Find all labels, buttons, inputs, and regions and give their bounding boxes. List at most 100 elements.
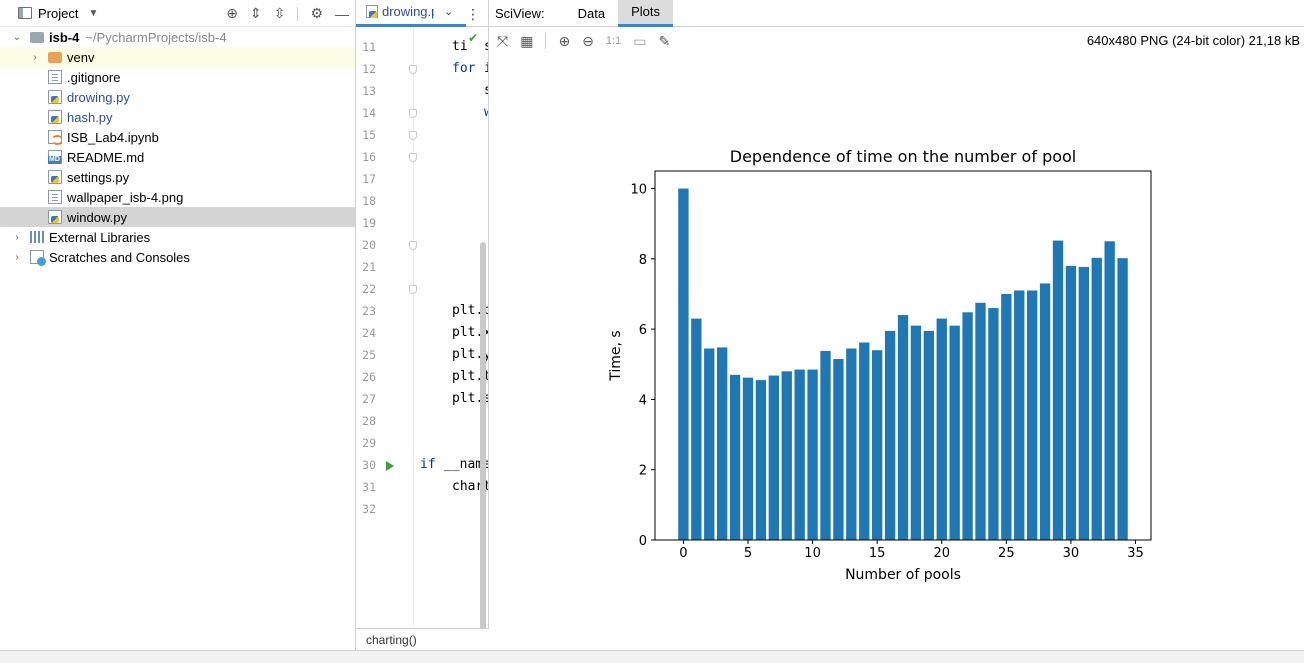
line-number: 19 [362, 216, 376, 230]
chart-bar [1001, 294, 1012, 540]
gear-icon[interactable]: ⚙ [310, 5, 323, 21]
locate-target-icon[interactable]: ⊕ [226, 5, 238, 21]
code-line-23: plt.b [452, 303, 488, 318]
fit-zoom-icon[interactable]: ▭ [633, 32, 647, 49]
actual-size-button[interactable]: 1:1 [605, 35, 622, 47]
fit-screen-icon[interactable]: ⤧ [497, 32, 509, 49]
tab-data[interactable]: Data [577, 5, 606, 21]
sciview-tab-bar: SciView: Data Plots [489, 0, 1304, 27]
code-area[interactable]: ti ✔ s for i s w plt.b plt.x plt.y plt.t… [415, 27, 488, 628]
tree-item-settings-py[interactable]: settings.py [0, 167, 355, 187]
python-file-icon [366, 5, 378, 18]
chevron-right-icon[interactable]: › [33, 51, 37, 63]
x-tick-label: 10 [804, 546, 821, 561]
chart-bar [1117, 258, 1128, 540]
tree-item-label: settings.py [67, 169, 130, 185]
x-tick-label: 30 [1063, 546, 1080, 561]
tree-item-readme-md[interactable]: README.md [0, 147, 355, 167]
tree-item-scratches[interactable]: › Scratches and Consoles [0, 247, 355, 267]
chart-bar [1104, 241, 1115, 541]
editor-scrollbar[interactable] [480, 242, 486, 628]
chart-bar [962, 312, 973, 540]
project-toolbar: ⊕ ⇕ ⇳ ⚙ — [226, 0, 349, 27]
chart-bar [833, 359, 844, 540]
chart-bar [781, 371, 792, 540]
chart-bar [1027, 290, 1038, 540]
chart-bar [807, 369, 818, 540]
chart-bar [859, 342, 870, 540]
python-file-icon [48, 110, 62, 124]
chevron-right-icon[interactable]: › [15, 251, 19, 263]
line-number: 13 [362, 84, 376, 98]
chevron-right-icon[interactable]: › [15, 231, 19, 243]
line-number: 23 [362, 304, 376, 318]
fold-marker-icon[interactable] [409, 241, 417, 250]
grid-icon[interactable]: ▦ [520, 32, 534, 49]
chevron-down-icon[interactable]: ⌄ [444, 6, 454, 18]
tree-item-label: README.md [67, 149, 145, 165]
code-line-30-keyword: if [420, 457, 436, 472]
line-number: 24 [362, 326, 376, 340]
tree-item-isb-lab4-ipynb[interactable]: ISB_Lab4.ipynb [0, 127, 355, 147]
tree-item-drowing-py[interactable]: drowing.py [0, 87, 355, 107]
breadcrumb[interactable]: charting() [356, 628, 489, 650]
python-file-icon [48, 170, 62, 184]
fold-marker-icon[interactable] [409, 65, 417, 74]
tree-item-label: .gitignore [67, 69, 121, 85]
tab-plots[interactable]: Plots [618, 0, 673, 27]
chevron-down-icon[interactable]: ▼ [88, 7, 99, 19]
y-axis-label: Time, s [608, 330, 624, 381]
code-line-26: plt.t [452, 369, 488, 384]
line-number: 12 [362, 62, 376, 76]
minimize-icon[interactable]: — [335, 5, 349, 22]
run-icon[interactable] [386, 461, 394, 471]
chart-bar [846, 348, 857, 540]
tree-item-label: Scratches and Consoles [49, 249, 190, 265]
code-line-14: w [484, 105, 488, 120]
zoom-out-icon[interactable]: ⊖ [582, 32, 594, 49]
fold-marker-icon[interactable] [409, 109, 417, 118]
zoom-in-icon[interactable]: ⊕ [558, 32, 571, 49]
editor-gutter: 11 12 13 14 15 16 17 18 19 20 21 22 23 24 25 26 27 28 29 30… [356, 27, 417, 628]
project-panel-header[interactable]: Project ▼ ⊕ ⇕ ⇳ ⚙ — [0, 0, 355, 27]
editor-tab-drowing[interactable]: drowing.p ⌄ [356, 0, 466, 27]
chart-bar [678, 188, 689, 541]
tree-item-wallpaper-png[interactable]: wallpaper_isb-4.png [0, 187, 355, 207]
breadcrumb-function[interactable]: charting() [366, 632, 417, 647]
fold-marker-icon[interactable] [409, 285, 417, 294]
fold-marker-icon[interactable] [409, 153, 417, 162]
line-number: 15 [362, 128, 376, 142]
root-folder-path: ~/PycharmProjects/isb-4 [85, 29, 227, 45]
expand-all-icon[interactable]: ⇕ [249, 5, 262, 21]
collapse-all-icon[interactable]: ⇳ [273, 5, 286, 21]
library-icon [30, 231, 44, 243]
code-line-27: plt.s [452, 391, 488, 406]
editor-tab-bar: drowing.p ⌄ ⋮ [356, 0, 488, 27]
tree-item-window-py[interactable]: window.py [0, 207, 355, 227]
toolbar-divider [297, 6, 299, 21]
line-number: 11 [362, 40, 376, 54]
chart-bar [1039, 283, 1051, 540]
color-picker-icon[interactable]: ✎ [658, 32, 671, 49]
tree-root-isb-4[interactable]: ⌄ isb-4 ~/PycharmProjects/isb-4 [0, 27, 355, 47]
image-info: 640x480 PNG (24-bit color) 21,18 kB [1086, 33, 1300, 48]
sciview-label: SciView: [495, 5, 545, 21]
code-editor: drowing.p ⌄ ⋮ 11 12 13 14 15 16 17 18 19 20 21 22 23… [356, 0, 489, 650]
plot-toolbar: ⤧ ▦ ⊕ ⊖ 1:1 ▭ ✎ [489, 29, 1304, 53]
python-file-icon [48, 90, 62, 104]
tree-item-venv[interactable]: › venv [0, 47, 355, 67]
project-panel-title[interactable]: Project [38, 5, 79, 21]
tree-item-external-libraries[interactable]: › External Libraries [0, 227, 355, 247]
tree-item-hash-py[interactable]: hash.py [0, 107, 355, 127]
chevron-down-icon[interactable]: ⌄ [12, 31, 22, 43]
fold-marker-icon[interactable] [409, 131, 417, 140]
more-options-icon[interactable]: ⋮ [466, 6, 480, 22]
y-tick-label: 2 [639, 464, 647, 479]
line-number: 30 [362, 458, 376, 472]
chart-bar [1078, 266, 1089, 540]
tree-item-gitignore[interactable]: .gitignore [0, 67, 355, 87]
code-line-12-rest: i [484, 61, 488, 76]
chart-bar [975, 302, 986, 540]
line-number: 29 [362, 436, 376, 450]
tree-item-label: ISB_Lab4.ipynb [67, 129, 159, 145]
